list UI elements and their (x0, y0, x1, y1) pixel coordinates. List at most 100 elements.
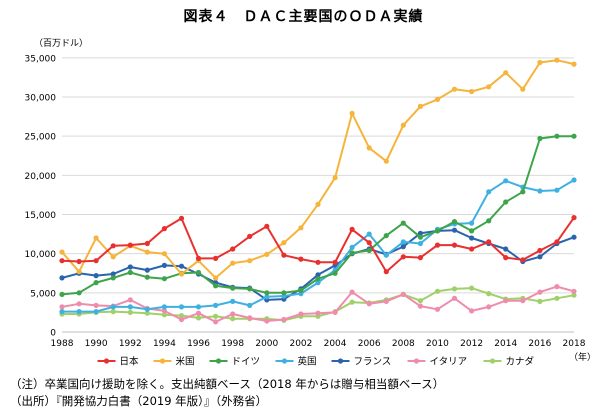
data-point (213, 255, 219, 261)
data-point (281, 240, 287, 246)
data-point (400, 239, 406, 245)
data-point (76, 301, 82, 307)
data-point (486, 218, 492, 224)
legend-marker (281, 358, 288, 364)
x-tick-label: 2018 (563, 339, 586, 349)
data-point (451, 227, 458, 233)
data-point (110, 309, 116, 315)
data-point (127, 269, 133, 276)
x-tick-label: 1998 (221, 339, 244, 349)
legend-marker (337, 358, 344, 364)
data-point (230, 316, 236, 322)
data-point (195, 255, 202, 261)
legend-label: イタリア (430, 357, 468, 368)
data-point (503, 255, 509, 261)
data-point (520, 298, 526, 304)
x-tick-label: 2004 (324, 339, 347, 349)
data-point (469, 308, 475, 314)
data-point (230, 285, 236, 291)
data-point (400, 220, 406, 226)
axis-labels: 0 5,000 10,000 15,000 20,000 25,000 30,000 35,0… (25, 38, 597, 363)
data-point (110, 275, 116, 281)
data-point (298, 225, 304, 231)
legend-marker (103, 358, 110, 364)
data-point (400, 244, 406, 250)
data-point (144, 310, 150, 316)
data-point (144, 274, 150, 280)
data-point (366, 301, 372, 307)
data-point (230, 260, 236, 266)
y-tick-label: 10,000 (25, 250, 57, 260)
series-line (61, 229, 575, 301)
data-point (161, 226, 167, 232)
data-point (230, 298, 236, 304)
data-point (195, 304, 202, 310)
data-point (417, 234, 423, 240)
data-point (161, 276, 167, 282)
data-point (451, 295, 458, 301)
data-point (281, 252, 287, 258)
data-point (486, 291, 492, 297)
y-tick-label: 5,000 (30, 289, 56, 299)
data-point (417, 255, 423, 261)
data-point (520, 189, 526, 195)
data-point (93, 273, 99, 279)
y-tick-label: 0 (50, 329, 56, 339)
data-point (554, 295, 560, 301)
data-point (230, 246, 236, 252)
data-point (247, 302, 253, 308)
data-point (93, 309, 99, 315)
data-point (127, 242, 133, 248)
legend-item: 英国 (275, 356, 317, 368)
data-point (349, 250, 355, 256)
data-point (486, 239, 492, 245)
x-tick-label: 2006 (358, 339, 381, 349)
x-tick-label: 1992 (119, 339, 142, 349)
y-unit-label: （百万ドル） (34, 38, 88, 49)
note-text: （注）卒業国向け援助を除く。支出純額ベース（2018 年からは贈与相当額ベース） (10, 377, 445, 391)
data-point (144, 240, 150, 247)
data-point (93, 258, 99, 264)
data-point (417, 303, 423, 309)
data-point (195, 310, 202, 316)
x-tick-label: 2002 (289, 339, 312, 349)
data-point (93, 280, 99, 286)
data-point (144, 267, 150, 273)
data-point (178, 304, 185, 310)
gridlines (62, 57, 574, 294)
data-point (110, 254, 116, 260)
source-text: （出所）『開発協力白書（2019 年版）』（外務省） (10, 394, 268, 408)
legend-item: イタリア (407, 357, 468, 368)
x-tick-label: 2014 (494, 339, 517, 349)
data-point (247, 315, 253, 321)
series-米国 (59, 57, 577, 281)
data-point (110, 271, 116, 277)
legend-label: カナダ (506, 356, 535, 368)
data-point (571, 288, 577, 294)
data-point (451, 219, 458, 225)
data-point (332, 270, 338, 276)
x-tick-label: 1994 (153, 339, 176, 349)
data-point (230, 311, 236, 317)
data-point (144, 249, 150, 255)
data-point (332, 259, 338, 265)
legend-item: 日本 (97, 356, 139, 368)
legend-label: ドイツ (232, 357, 261, 368)
data-point (213, 319, 219, 325)
data-point (554, 133, 560, 139)
legend-marker (215, 358, 222, 364)
data-point (469, 220, 475, 226)
legend-label: フランス (354, 357, 392, 368)
data-point (315, 280, 321, 286)
data-point (537, 135, 543, 142)
series-フランス (59, 227, 577, 303)
data-point (417, 298, 423, 304)
x-tick-label: 2012 (460, 339, 483, 349)
data-point (247, 286, 253, 292)
legend-label: 米国 (176, 356, 195, 368)
data-point (213, 283, 219, 289)
data-point (554, 239, 560, 245)
legend-marker (413, 358, 420, 364)
data-point (247, 233, 253, 239)
